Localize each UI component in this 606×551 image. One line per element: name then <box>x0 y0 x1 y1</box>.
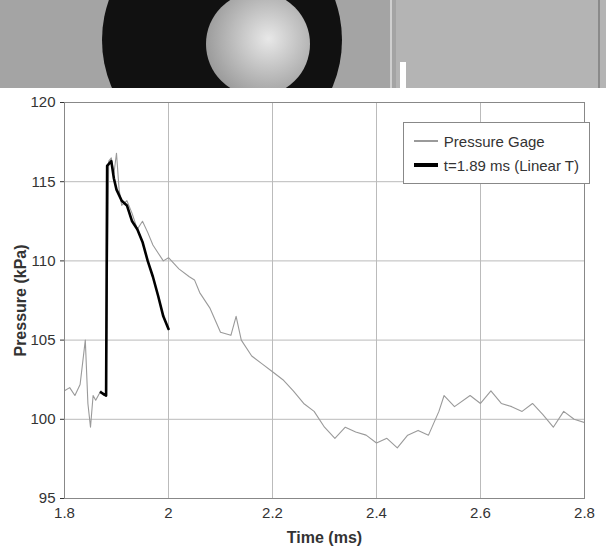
svg-text:2.2: 2.2 <box>262 504 283 521</box>
svg-text:2.4: 2.4 <box>366 504 387 521</box>
svg-text:95: 95 <box>39 489 56 506</box>
svg-text:105: 105 <box>30 331 55 348</box>
svg-text:120: 120 <box>30 93 55 110</box>
html-text:Pressure Gage: Pressure Gage <box>443 132 545 150</box>
svg-text:2.8: 2.8 <box>574 504 595 521</box>
svg-text:Time (ms): Time (ms) <box>287 529 362 546</box>
svg-text:2.6: 2.6 <box>470 504 491 521</box>
svg-text:1.8: 1.8 <box>54 504 75 521</box>
svg-text:Pressure (kPa): Pressure (kPa) <box>12 244 29 356</box>
html-text:t=1.89 ms (Linear T): t=1.89 ms (Linear T) <box>443 156 579 174</box>
svg-text:115: 115 <box>32 173 56 190</box>
svg-text:2: 2 <box>164 504 172 521</box>
svg-text:100: 100 <box>30 410 55 427</box>
svg-text:110: 110 <box>32 252 56 269</box>
